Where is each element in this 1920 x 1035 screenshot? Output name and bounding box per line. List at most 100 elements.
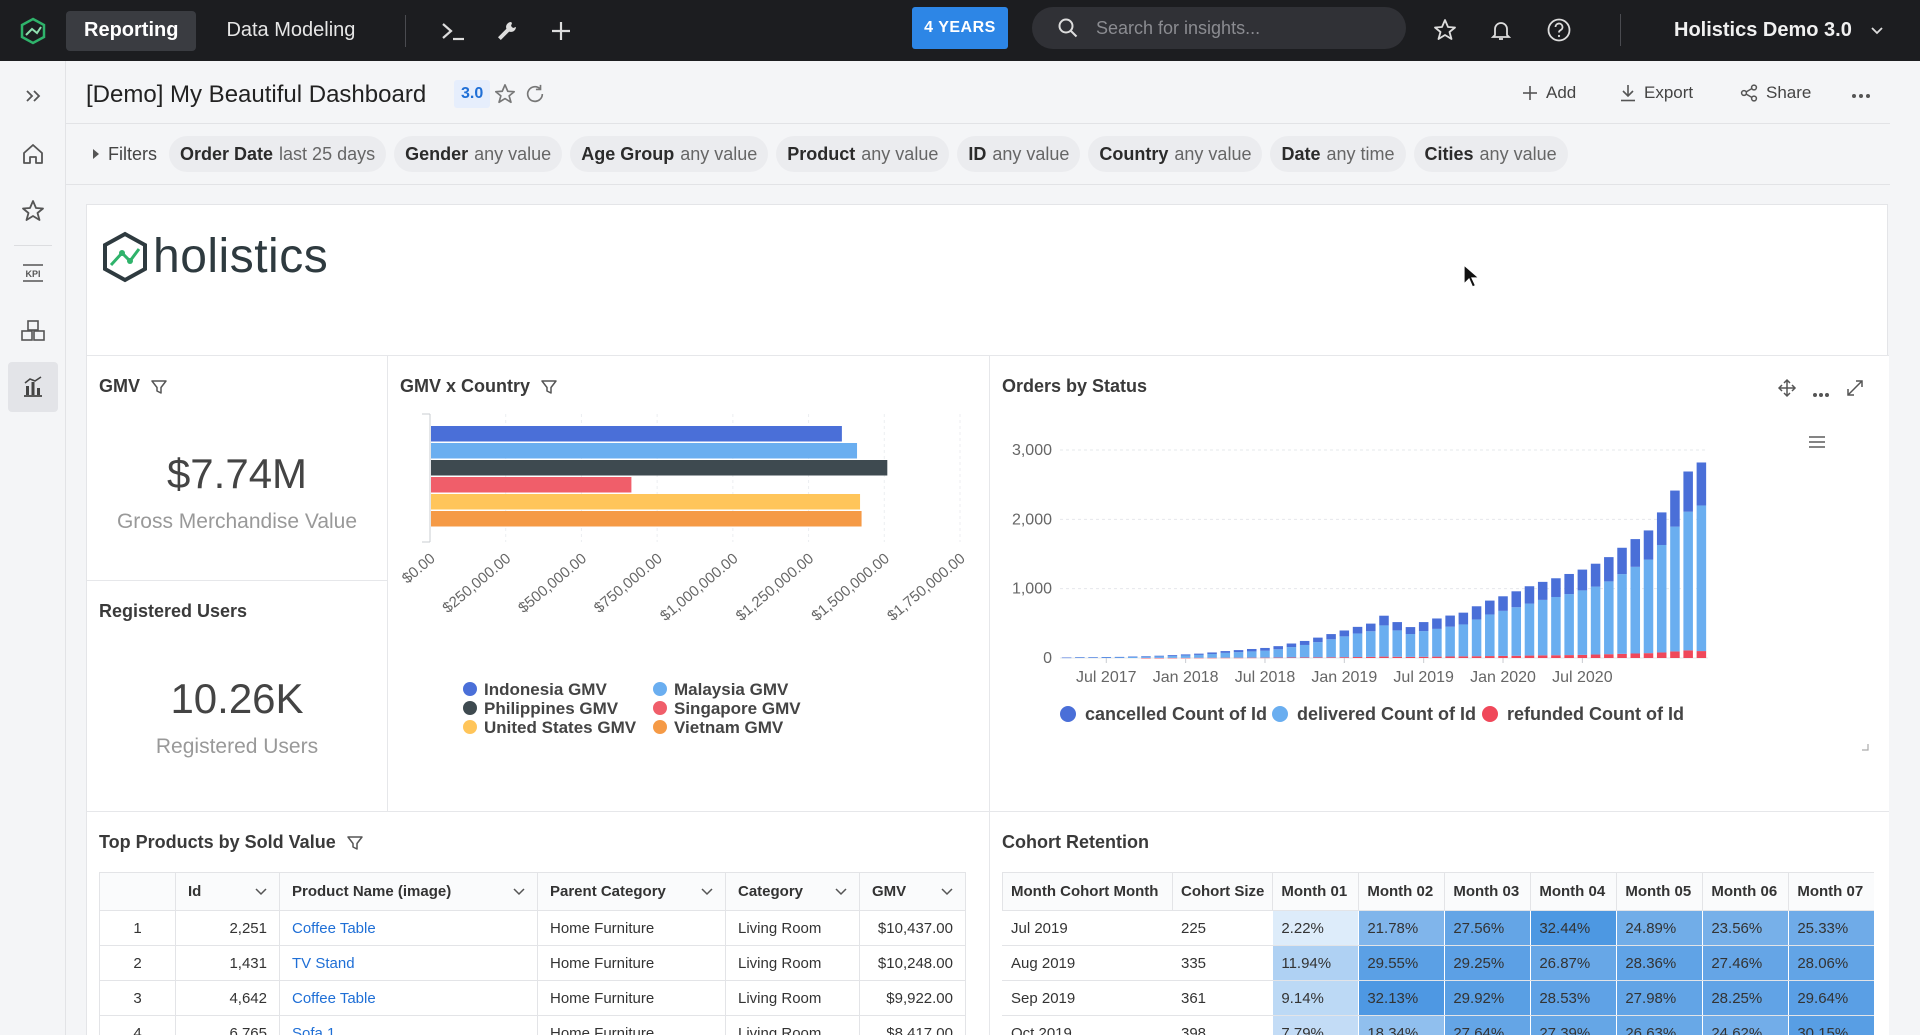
bar-segment-delivered[interactable]: [1141, 656, 1151, 658]
bar-segment-delivered[interactable]: [1246, 651, 1257, 658]
bar-segment-cancelled[interactable]: [1696, 462, 1707, 506]
bar-segment-cancelled[interactable]: [1167, 655, 1178, 656]
bar-segment-cancelled[interactable]: [1075, 657, 1085, 658]
bar-segment-cancelled[interactable]: [1630, 539, 1641, 567]
column-header[interactable]: Cohort Size: [1171, 872, 1274, 911]
bar-segment-delivered[interactable]: [1326, 639, 1336, 658]
bar-segment-delivered[interactable]: [1432, 628, 1442, 657]
cell-product-link[interactable]: TV Stand: [279, 945, 538, 981]
bar-segment-delivered[interactable]: [1220, 652, 1231, 658]
bar-segment-delivered[interactable]: [1511, 607, 1522, 656]
bar-segment-delivered[interactable]: [1167, 655, 1178, 658]
bar-segment-cancelled[interactable]: [1313, 637, 1323, 643]
legend-label[interactable]: refunded Count of Id: [1507, 704, 1684, 724]
bar-segment-cancelled[interactable]: [1643, 530, 1654, 560]
bar-segment-cancelled[interactable]: [1683, 471, 1693, 512]
table-row[interactable]: 3 4,642 Coffee Table Home Furniture Livi…: [99, 980, 966, 1016]
column-header-product-name[interactable]: Product Name (image): [279, 872, 538, 911]
bar-segment-delivered[interactable]: [1630, 566, 1641, 654]
column-header[interactable]: Month 07: [1788, 872, 1874, 911]
table-row[interactable]: Sep 2019 361 9.14% 32.13% 29.92% 28.53% 27.98%…: [1002, 980, 1874, 1016]
favorites-star-icon[interactable]: [1426, 11, 1464, 49]
column-header-parent-category[interactable]: Parent Category: [537, 872, 726, 911]
bar-segment-delivered[interactable]: [1471, 619, 1482, 657]
bar-segment-refunded[interactable]: [1590, 654, 1601, 658]
bar-segment-cancelled[interactable]: [1233, 650, 1244, 653]
bar-segment-delivered[interactable]: [1207, 653, 1217, 658]
bar-segment-cancelled[interactable]: [1617, 547, 1627, 575]
bar-segment-delivered[interactable]: [1392, 630, 1402, 657]
bar-indonesia[interactable]: [431, 426, 842, 442]
bar-segment-cancelled[interactable]: [1114, 656, 1125, 658]
column-header[interactable]: Month 01: [1272, 872, 1360, 911]
bar-segment-cancelled[interactable]: [1498, 596, 1508, 611]
gmv-by-country-widget[interactable]: GMV x Country $0.00 $250,000.00 $500,000.0…: [387, 355, 990, 812]
bar-segment-refunded[interactable]: [1418, 656, 1429, 658]
bar-segment-cancelled[interactable]: [1273, 646, 1283, 650]
home-icon[interactable]: [8, 129, 58, 179]
bar-segment-refunded[interactable]: [1524, 655, 1535, 658]
bar-segment-refunded[interactable]: [1366, 656, 1376, 658]
bar-segment-refunded[interactable]: [1617, 653, 1627, 658]
bar-segment-delivered[interactable]: [1445, 626, 1455, 657]
bar-segment-delivered[interactable]: [1418, 631, 1429, 657]
bar-segment-delivered[interactable]: [1604, 581, 1614, 655]
cohort-retention-widget[interactable]: Cohort Retention Month Cohort Month Cohor…: [989, 811, 1889, 1035]
search-bar[interactable]: [1032, 7, 1406, 49]
column-header[interactable]: Month 05: [1616, 872, 1704, 911]
bar-segment-delivered[interactable]: [1366, 631, 1376, 657]
bar-segment-refunded[interactable]: [1551, 655, 1561, 658]
cell-product-link[interactable]: Coffee Table: [279, 980, 538, 1016]
refresh-icon[interactable]: [522, 81, 548, 107]
help-icon[interactable]: [1540, 11, 1578, 49]
bar-segment-delivered[interactable]: [1114, 657, 1125, 658]
bar-segment-cancelled[interactable]: [1352, 626, 1363, 634]
bar-segment-cancelled[interactable]: [1511, 591, 1522, 608]
bar-segment-delivered[interactable]: [1485, 614, 1495, 657]
column-header[interactable]: Month 06: [1702, 872, 1790, 911]
bar-segment-delivered[interactable]: [1643, 559, 1654, 654]
filters-toggle[interactable]: Filters: [92, 144, 157, 165]
bar-segment-delivered[interactable]: [1154, 656, 1164, 658]
filter-chip-order-date[interactable]: Order Date last 25 days: [169, 136, 387, 172]
dashboards-icon[interactable]: [8, 362, 58, 412]
bar-segment-refunded[interactable]: [1273, 657, 1283, 659]
bar-segment-cancelled[interactable]: [1471, 606, 1482, 620]
bar-segment-delivered[interactable]: [1339, 636, 1350, 658]
bar-segment-cancelled[interactable]: [1299, 640, 1310, 645]
column-header-category[interactable]: Category: [725, 872, 860, 911]
bar-segment-refunded[interactable]: [1313, 657, 1323, 658]
bar-segment-cancelled[interactable]: [1220, 651, 1231, 653]
bar-segment-refunded[interactable]: [1498, 655, 1508, 658]
bar-segment-refunded[interactable]: [1537, 655, 1548, 658]
legend-label[interactable]: Vietnam GMV: [674, 718, 784, 737]
column-header[interactable]: Month 03: [1444, 872, 1532, 911]
bar-segment-refunded[interactable]: [1564, 655, 1574, 658]
bar-segment-cancelled[interactable]: [1524, 586, 1535, 604]
bar-segment-cancelled[interactable]: [1577, 569, 1588, 591]
bar-segment-cancelled[interactable]: [1366, 623, 1376, 632]
bar-segment-refunded[interactable]: [1154, 657, 1164, 659]
filter-chip-country[interactable]: Country any value: [1088, 136, 1263, 172]
workspace-selector[interactable]: Holistics Demo 3.0: [1674, 0, 1884, 61]
plus-icon[interactable]: [542, 12, 580, 50]
filter-chip-age-group[interactable]: Age Group any value: [570, 136, 769, 172]
bar-segment-cancelled[interactable]: [1564, 573, 1574, 595]
table-row[interactable]: 1 2,251 Coffee Table Home Furniture Livi…: [99, 910, 966, 946]
bar-segment-delivered[interactable]: [1405, 634, 1416, 657]
bar-segment-refunded[interactable]: [1246, 657, 1257, 659]
bar-segment-cancelled[interactable]: [1551, 578, 1561, 597]
wrench-icon[interactable]: [488, 12, 526, 50]
bar-segment-delivered[interactable]: [1260, 650, 1270, 658]
export-button[interactable]: Export: [1620, 83, 1693, 103]
bar-segment-delivered[interactable]: [1194, 654, 1204, 658]
legend-label[interactable]: Malaysia GMV: [674, 680, 789, 699]
bar-segment-refunded[interactable]: [1485, 656, 1495, 658]
column-header[interactable]: Month 02: [1358, 872, 1446, 911]
tab-reporting[interactable]: Reporting: [66, 10, 197, 51]
bar-segment-refunded[interactable]: [1471, 656, 1482, 658]
bar-segment-cancelled[interactable]: [1418, 622, 1429, 632]
bar-segment-delivered[interactable]: [1379, 625, 1389, 657]
tab-data-modeling[interactable]: Data Modeling: [226, 19, 356, 41]
bar-segment-delivered[interactable]: [1577, 590, 1588, 655]
